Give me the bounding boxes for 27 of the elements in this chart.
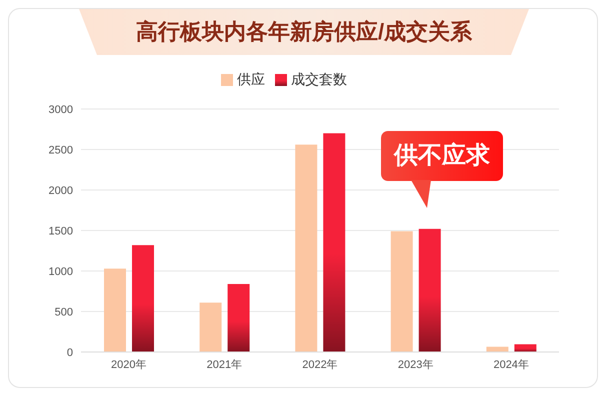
- bar: [200, 302, 222, 352]
- bar: [228, 284, 250, 352]
- y-tick-label: 500: [54, 306, 73, 318]
- y-tick-label: 2000: [48, 184, 73, 197]
- bar: [486, 346, 508, 352]
- bar: [323, 133, 346, 352]
- y-tick-label: 0: [66, 346, 73, 359]
- bar: [418, 228, 441, 352]
- x-tick-label: 2021年: [206, 358, 242, 371]
- chart-title: 高行板块内各年新房供应/成交关系: [134, 18, 474, 46]
- x-tick-label: 2024年: [493, 358, 529, 371]
- bar: [104, 268, 126, 352]
- legend-label: 成交套数: [291, 71, 347, 87]
- bar: [132, 245, 154, 352]
- x-tick-label: 2020年: [111, 358, 147, 371]
- x-tick-label: 2023年: [398, 358, 434, 371]
- speech-callout: 供不应求: [381, 131, 503, 207]
- bar: [514, 344, 536, 352]
- y-tick-label: 3000: [48, 104, 73, 116]
- annotation: 供不应求: [381, 131, 503, 181]
- legend-label: 供应: [237, 71, 265, 87]
- bar: [295, 144, 318, 352]
- y-tick-label: 1500: [48, 225, 73, 238]
- y-tick-label: 2500: [48, 144, 73, 156]
- x-tick-label: 2022年: [302, 358, 338, 371]
- y-tick-label: 1000: [48, 266, 73, 278]
- bar: [390, 231, 413, 352]
